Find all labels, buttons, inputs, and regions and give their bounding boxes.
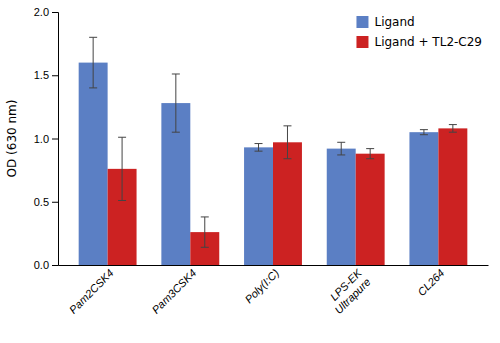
x-tick: Poly(I:C) <box>242 266 281 305</box>
legend-swatch <box>356 36 368 48</box>
error-line <box>258 144 259 152</box>
x-tick: LPS-EKUltrapure <box>323 266 373 316</box>
y-axis-line <box>52 13 59 266</box>
bar <box>273 142 302 265</box>
series <box>79 37 439 265</box>
error-bar <box>255 144 263 152</box>
error-line <box>204 217 205 247</box>
x-axis: Pam2CSK4 Pam3CSK4 Poly(I:C) LPS-EKUltrapure… <box>59 266 489 317</box>
error-cap <box>118 200 126 201</box>
y-tick: 1.5 <box>34 69 58 81</box>
error-line <box>370 149 371 159</box>
bar <box>356 154 385 265</box>
y-tick-label: 2.0 <box>34 6 49 18</box>
marks <box>79 37 468 265</box>
y-tick-label: 1.0 <box>34 133 49 145</box>
error-cap <box>172 132 180 133</box>
x-tick-label: Pam3CSK4 <box>149 267 198 316</box>
error-cap <box>366 158 374 159</box>
error-cap <box>366 148 374 149</box>
error-cap <box>283 125 291 126</box>
x-tick: CL264 <box>415 267 446 298</box>
series <box>108 125 468 265</box>
error-cap <box>89 87 97 88</box>
legend-swatch <box>356 16 368 28</box>
error-line <box>122 137 123 200</box>
y-tick: 0.0 <box>34 259 58 271</box>
error-cap <box>118 137 126 138</box>
error-bar <box>89 37 97 88</box>
error-cap <box>449 132 457 133</box>
bar <box>244 147 273 265</box>
x-tick-label: Poly(I:C) <box>242 266 281 305</box>
error-line <box>341 142 342 155</box>
legend-label: Ligand <box>374 15 414 29</box>
bar <box>438 128 467 265</box>
error-bar <box>118 137 126 200</box>
y-tick-mark <box>52 75 58 76</box>
error-bar <box>201 217 209 247</box>
y-axis: 0.0 0.5 1.0 1.5 2.0 <box>34 6 59 271</box>
error-cap <box>337 142 345 143</box>
x-tick: Pam3CSK4 <box>149 267 198 316</box>
bar <box>79 63 108 265</box>
error-bar <box>449 125 457 133</box>
legend-item: Ligand + TL2-C29 <box>356 35 482 49</box>
y-axis-title: OD (630 nm) <box>5 100 19 178</box>
error-cap <box>201 247 209 248</box>
error-line <box>423 130 424 135</box>
y-tick: 1.0 <box>34 133 58 145</box>
error-bar <box>337 142 345 155</box>
error-cap <box>337 154 345 155</box>
error-bar <box>283 126 291 159</box>
legend-label: Ligand + TL2-C29 <box>374 35 482 49</box>
error-bar <box>366 149 374 159</box>
error-cap <box>420 134 428 135</box>
bar <box>409 132 438 265</box>
error-cap <box>449 124 457 125</box>
error-bar <box>172 74 180 132</box>
bar <box>327 149 356 265</box>
error-line <box>175 74 176 132</box>
y-tick-label: 1.5 <box>34 69 49 81</box>
y-tick-mark <box>52 265 58 266</box>
x-tick-label: LPS-EKUltrapure <box>323 266 373 316</box>
y-tick-mark <box>52 12 58 13</box>
error-line <box>452 125 453 133</box>
error-cap <box>255 151 263 152</box>
x-tick-label: CL264 <box>415 267 446 298</box>
error-cap <box>283 158 291 159</box>
error-cap <box>172 73 180 74</box>
y-tick-mark <box>52 139 58 140</box>
error-cap <box>420 129 428 130</box>
error-bar <box>420 130 428 135</box>
y-tick: 0.5 <box>34 196 58 208</box>
plot: 0.0 0.5 1.0 1.5 2.0 Pam2CSK4 Pam3CSK4 Poly(I:C)… <box>34 6 489 316</box>
error-cap <box>201 216 209 217</box>
x-tick-label: Pam2CSK4 <box>67 267 116 316</box>
y-tick-label: 0.0 <box>34 259 49 271</box>
error-line <box>287 126 288 159</box>
x-axis-line <box>59 265 489 266</box>
x-tick: Pam2CSK4 <box>67 267 116 316</box>
chart: 0.0 0.5 1.0 1.5 2.0 Pam2CSK4 Pam3CSK4 Poly(I:C)… <box>0 0 500 343</box>
error-cap <box>255 143 263 144</box>
y-tick-mark <box>52 202 58 203</box>
error-line <box>93 37 94 88</box>
y-tick: 2.0 <box>34 6 58 18</box>
legend: Ligand Ligand + TL2-C29 <box>356 15 482 49</box>
legend-item: Ligand <box>356 15 414 29</box>
error-cap <box>89 37 97 38</box>
y-tick-label: 0.5 <box>34 196 49 208</box>
